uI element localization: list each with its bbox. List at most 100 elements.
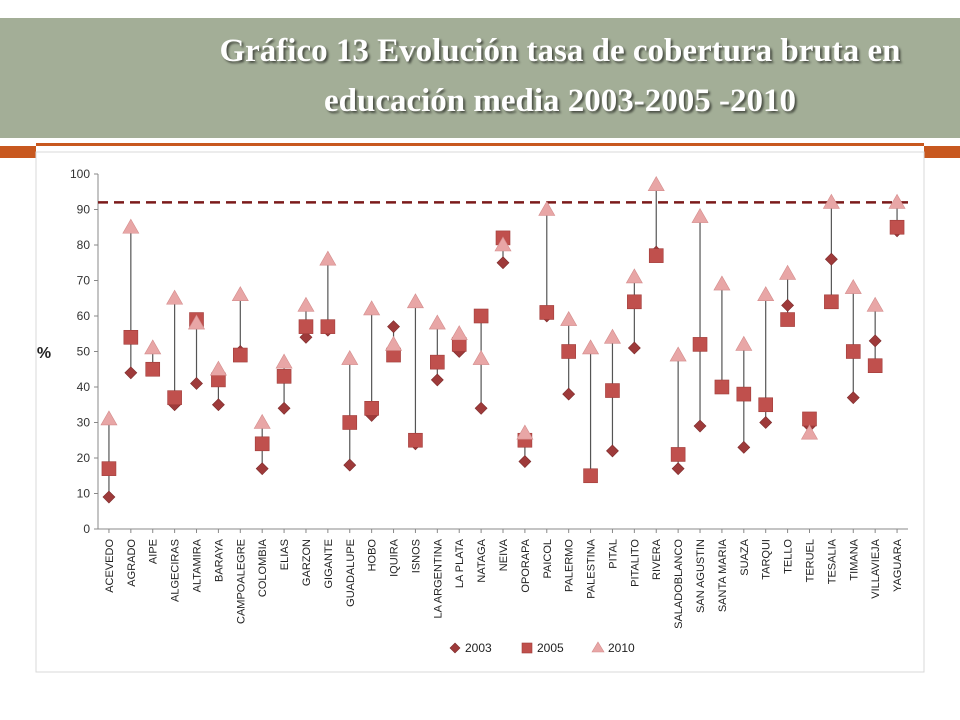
point-2003 (190, 377, 203, 390)
point-2010 (625, 268, 643, 284)
x-tick-label: PAICOL (542, 539, 554, 579)
legend-label-2010: 2010 (608, 641, 635, 655)
point-2005 (714, 379, 730, 395)
x-tick-label: PALERMO (564, 539, 576, 592)
point-2003 (627, 341, 641, 355)
slide-title-line-1: Gráfico 13 Evolución tasa de cobertura b… (219, 33, 901, 69)
x-axis: ACEVEDO AGRADO AIPE ALGECIRAS ALTAMIRA BARAYA… (98, 528, 908, 629)
point-2010 (516, 424, 534, 440)
slide-title-line-2: educación media 2003-2005 -2010 (323, 83, 797, 119)
point-2010 (428, 314, 446, 330)
legend-marker-2005 (521, 642, 533, 654)
point-2010 (713, 275, 731, 291)
y-tick-label: 60 (77, 309, 91, 323)
point-2003 (781, 298, 795, 312)
x-tick-label: PITALITO (629, 539, 641, 587)
y-tick-label: 70 (77, 274, 91, 288)
point-2003 (824, 252, 838, 266)
legend-marker-2003 (449, 642, 461, 654)
point-2010 (231, 286, 249, 302)
point-2010 (866, 296, 884, 312)
x-tick-label: LA PLATA (454, 538, 466, 588)
legend-marker-2010 (591, 641, 605, 653)
x-tick-label: NATAGA (476, 538, 488, 582)
point-2005 (845, 344, 861, 359)
point-2005 (123, 329, 139, 345)
point-2003 (759, 416, 773, 429)
point-2010 (122, 218, 140, 234)
x-tick-label: VILLAVIEJA (870, 538, 882, 598)
x-tick-label: TARQUI (761, 539, 773, 580)
x-tick-label: LA ARGENTINA (432, 538, 444, 618)
point-2010 (582, 339, 600, 355)
point-2005 (276, 369, 292, 384)
point-2005 (736, 386, 752, 402)
point-2010 (253, 413, 271, 429)
point-2003 (255, 462, 269, 476)
point-2005 (780, 312, 795, 327)
y-tick-label: 30 (77, 416, 91, 430)
point-2010 (647, 176, 665, 191)
x-tick-label: HOBO (367, 539, 379, 572)
x-tick-label: SAN AGUSTIN (695, 539, 707, 613)
slide-title: Gráfico 13 Evolución tasa de cobertura b… (140, 26, 960, 136)
x-tick-label: TELLO (783, 539, 795, 574)
point-2010 (822, 193, 840, 209)
point-2003 (693, 419, 707, 433)
point-2010 (691, 207, 709, 223)
point-2005 (342, 415, 358, 430)
point-2010 (166, 289, 184, 305)
point-2003 (387, 320, 400, 334)
point-2010 (538, 200, 556, 216)
point-2010 (560, 310, 578, 326)
x-tick-label: TIMANA (848, 538, 860, 580)
point-2005 (802, 411, 817, 427)
point-2010 (319, 250, 337, 266)
x-tick-label: BARAYA (213, 538, 225, 582)
x-tick-label: SUAZA (739, 538, 751, 575)
point-2010 (187, 314, 206, 330)
point-2005 (758, 397, 774, 413)
point-2003 (496, 256, 510, 270)
point-2005 (320, 319, 336, 334)
point-2003 (211, 398, 225, 412)
point-2003 (671, 462, 685, 476)
legend: 2003 2005 2010 (449, 641, 635, 655)
point-2003 (430, 373, 444, 387)
point-2003 (868, 334, 882, 348)
point-2005 (605, 383, 620, 398)
point-2010 (450, 325, 468, 341)
x-tick-label: GUADALUPE (345, 539, 357, 607)
x-tick-label: AIPE (148, 539, 160, 564)
x-tick-label: GIGANTE (323, 539, 335, 589)
point-2005 (254, 436, 270, 452)
x-tick-label: SALADOBLANCO (673, 539, 685, 629)
legend-label-2003: 2003 (465, 641, 492, 655)
point-2005 (145, 361, 161, 377)
point-2003 (846, 391, 860, 405)
point-2010 (472, 349, 490, 365)
point-2010 (844, 278, 862, 294)
point-2010 (209, 360, 227, 376)
point-2003 (102, 490, 116, 504)
title-band (0, 18, 960, 138)
point-2003 (606, 444, 619, 458)
accent-bar-right (924, 146, 960, 158)
x-tick-label: PITAL (607, 539, 619, 569)
y-tick-label: 50 (77, 345, 91, 359)
point-2005 (167, 390, 182, 405)
y-tick-label: 100 (70, 167, 90, 181)
point-2010 (494, 236, 512, 252)
accent-divider (36, 143, 924, 146)
x-tick-label: IQUIRA (389, 538, 401, 577)
x-tick-label: SANTA MARIA (717, 538, 729, 612)
point-2003 (737, 440, 751, 454)
point-2010 (888, 193, 906, 209)
point-2003 (518, 455, 532, 468)
x-tick-label: AGRADO (126, 539, 138, 587)
point-2005 (670, 447, 686, 462)
x-tick-label: PALESTINA (586, 538, 598, 598)
point-2005 (648, 248, 664, 263)
point-2010 (100, 410, 118, 426)
